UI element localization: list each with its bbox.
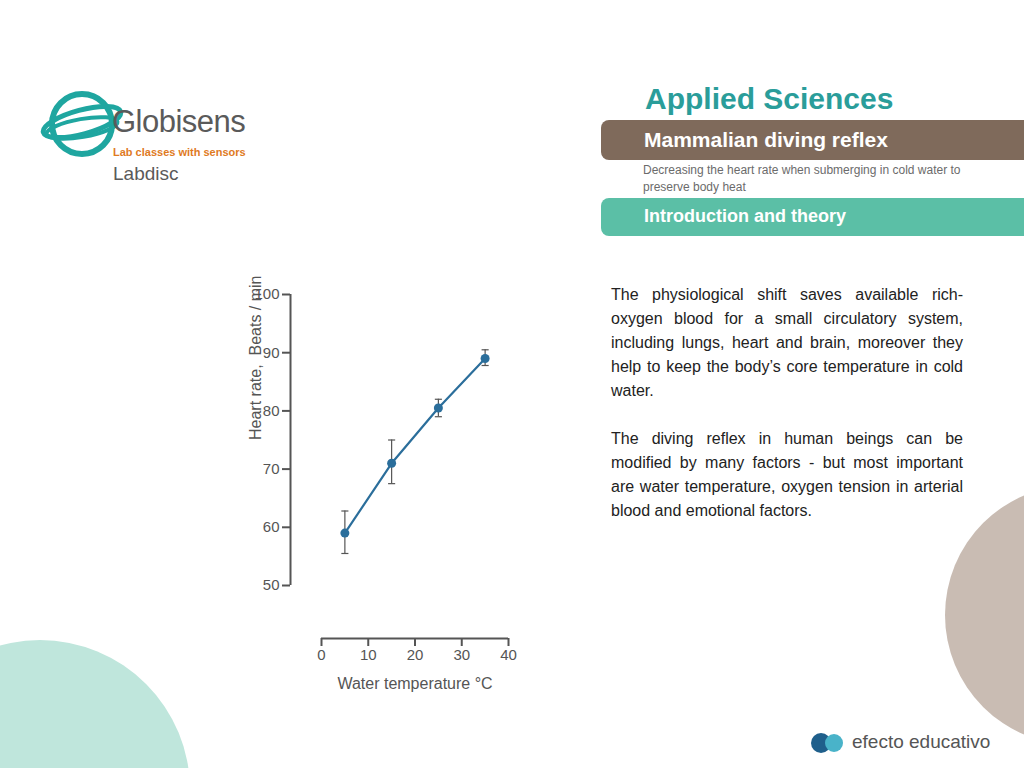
- svg-text:90: 90: [263, 344, 280, 361]
- html-text:Lab classes with sensors: Lab classes with sensors: [113, 146, 246, 158]
- html-text:Mammalian diving reflex: Mammalian diving reflex: [644, 128, 888, 151]
- html-text:Labdisc: Labdisc: [113, 163, 179, 184]
- html-text:efecto educativo: efecto educativo: [852, 731, 991, 752]
- svg-text:70: 70: [263, 460, 280, 477]
- html-text:Applied Sciences: Applied Sciences: [645, 82, 894, 115]
- svg-text:Water temperature °C: Water temperature °C: [337, 675, 492, 692]
- svg-text:30: 30: [453, 646, 470, 663]
- svg-text:Heart rate, Beats / min: Heart rate, Beats / min: [247, 275, 264, 440]
- svg-text:40: 40: [500, 646, 517, 663]
- html-text:Introduction and theory: Introduction and theory: [644, 206, 846, 226]
- svg-text:20: 20: [407, 646, 424, 663]
- html-text:The diving reflex in human bei: The diving reflex in human beings can be…: [611, 430, 963, 519]
- html-text:The physiological shift saves: The physiological shift saves available …: [611, 286, 963, 399]
- html-text:Decreasing the heart rate when: Decreasing the heart rate when submergin…: [643, 163, 961, 194]
- svg-text:60: 60: [263, 518, 280, 535]
- svg-text:100: 100: [254, 285, 280, 303]
- svg-text:50: 50: [263, 576, 280, 593]
- svg-text:10: 10: [360, 646, 377, 663]
- svg-text:0: 0: [317, 646, 325, 663]
- svg-text:80: 80: [263, 402, 280, 419]
- html-text:Globisens: Globisens: [112, 104, 246, 139]
